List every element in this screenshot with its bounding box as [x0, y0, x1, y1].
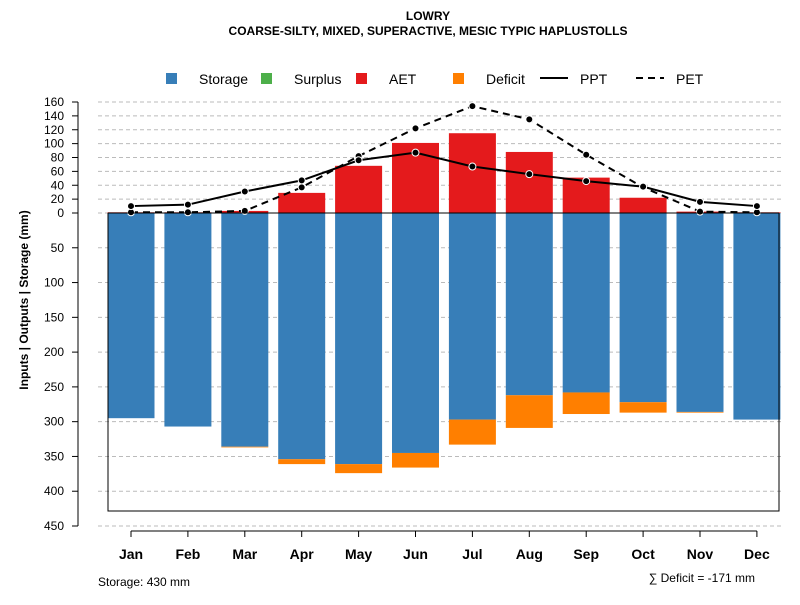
y-axis-label: Inputs | Outputs | Storage (mm): [17, 210, 31, 389]
x-tick-label: Feb: [175, 546, 200, 562]
legend-storage-label: Storage: [199, 71, 248, 87]
x-tick-label: Jun: [403, 546, 428, 562]
legend-deficit-swatch: [453, 73, 464, 84]
aet-bar: [335, 165, 383, 213]
storage-bar: [505, 213, 553, 396]
storage-bar: [107, 213, 155, 419]
y-tick-label: 80: [51, 151, 65, 165]
axes: 1601401201008060402005010015020025030035…: [44, 95, 780, 562]
legend-surplus-swatch: [261, 73, 272, 84]
deficit-bar: [278, 459, 326, 465]
y-tick-label: 60: [51, 164, 65, 178]
y-tick-label: 100: [44, 276, 64, 290]
storage-bar: [733, 213, 781, 420]
ppt-point: [752, 202, 761, 211]
x-tick-label: Apr: [290, 546, 315, 562]
y-tick-label: 100: [44, 137, 64, 151]
y-tick-label: 20: [51, 192, 65, 206]
ppt-point: [468, 162, 477, 171]
deficit-bar: [619, 402, 667, 413]
y-tick-label: 250: [44, 380, 64, 394]
aet-bar: [505, 151, 553, 213]
deficit-bar: [676, 411, 724, 413]
ppt-point: [354, 156, 363, 165]
y-tick-label: 160: [44, 95, 64, 109]
legend-ppt-label: PPT: [580, 71, 608, 87]
deficit-bar: [562, 392, 610, 415]
storage-bar: [221, 213, 269, 447]
y-tick-label: 200: [44, 345, 64, 359]
storage-bar: [392, 213, 439, 453]
ppt-point: [127, 202, 135, 211]
storage-bar: [676, 213, 724, 412]
gridlines: [98, 101, 782, 527]
y-tick-label: 140: [44, 109, 64, 123]
aet-bar: [619, 197, 667, 213]
ppt-line: [130, 151, 757, 208]
x-tick-label: Mar: [232, 546, 257, 562]
ppt-point: [183, 200, 192, 209]
pet-point: [183, 208, 192, 217]
pet-point: [297, 183, 306, 192]
storage-bar: [562, 213, 610, 393]
chart-title: LOWRY: [406, 9, 450, 23]
x-tick-label: Dec: [744, 546, 770, 562]
legend-aet-label: AET: [389, 71, 417, 87]
storage-bar: [164, 213, 212, 427]
x-tick-label: Jan: [119, 546, 143, 562]
deficit-bar: [221, 446, 269, 448]
ppt-point: [639, 182, 648, 191]
legend-deficit-label: Deficit: [486, 71, 525, 87]
y-tick-label: 0: [57, 206, 64, 220]
ppt-point: [525, 170, 534, 179]
y-tick-label: 40: [51, 178, 65, 192]
legend-pet-label: PET: [676, 71, 704, 87]
y-tick-label: 50: [51, 241, 65, 255]
storage-note: Storage: 430 mm: [98, 575, 190, 589]
y-tick-label: 450: [44, 519, 64, 533]
storage-bar: [448, 213, 496, 420]
x-tick-label: May: [345, 546, 372, 562]
y-tick-label: 400: [44, 484, 64, 498]
ppt-point: [240, 187, 249, 196]
x-tick-label: Jul: [462, 546, 482, 562]
storage-bar: [619, 213, 667, 403]
pet-point: [696, 207, 704, 216]
legend-surplus-label: Surplus: [294, 71, 341, 87]
chart-subtitle: COARSE-SILTY, MIXED, SUPERACTIVE, MESIC …: [229, 24, 628, 38]
legend-storage-swatch: [166, 73, 177, 84]
ppt-point: [297, 176, 306, 185]
storage-bar: [335, 213, 383, 465]
pet-point: [582, 150, 591, 159]
deficit-note: ∑ Deficit = -171 mm: [649, 571, 755, 585]
plot-frame: [107, 213, 780, 512]
y-tick-label: 120: [44, 123, 64, 137]
deficit-bar: [392, 452, 439, 468]
y-tick-label: 300: [44, 415, 64, 429]
aet-bar: [278, 192, 326, 213]
x-tick-label: Oct: [631, 546, 655, 562]
y-tick-label: 150: [44, 310, 64, 324]
storage-bar: [278, 213, 326, 460]
bars: [107, 133, 781, 474]
pet-line: [131, 105, 757, 214]
deficit-bar: [448, 419, 496, 445]
legend-aet-swatch: [356, 73, 367, 84]
deficit-bar: [505, 395, 553, 428]
legend: Storage Surplus AET Deficit PPT PET: [166, 71, 704, 87]
aet-bar: [448, 133, 496, 213]
ppt-point: [696, 197, 704, 206]
x-tick-label: Aug: [516, 546, 543, 562]
ppt-point: [411, 148, 420, 157]
pet-point: [411, 124, 420, 133]
y-tick-label: 350: [44, 449, 64, 463]
x-tick-label: Nov: [687, 546, 714, 562]
x-tick-label: Sep: [573, 546, 599, 562]
pet-point: [468, 102, 477, 111]
deficit-bar: [335, 464, 383, 474]
lines: [127, 102, 761, 217]
ppt-point: [582, 177, 591, 186]
pet-point: [525, 115, 534, 124]
